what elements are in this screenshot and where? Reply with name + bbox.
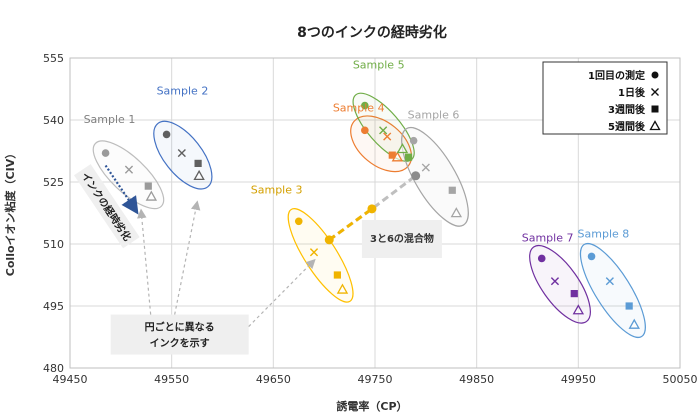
mixture-point (367, 204, 377, 214)
legend-marker-triangle (649, 120, 661, 131)
sample-ellipse-7 (529, 244, 591, 324)
legend-label: 1回目の測定 (588, 69, 645, 82)
point-triangle (628, 318, 640, 329)
circle-note-box (110, 314, 249, 355)
point-x (124, 165, 134, 174)
sample-label: Sample 5 (353, 59, 405, 72)
x-tick-label: 49850 (459, 373, 494, 386)
aging-arrow (104, 164, 139, 215)
sample-label: Sample 1 (84, 113, 136, 126)
point-x (383, 132, 392, 141)
point-x (309, 248, 319, 257)
plot-frame (69, 57, 681, 369)
sample-label: Sample 3 (251, 183, 303, 196)
aging-label-box (74, 164, 140, 249)
point-triangle (145, 190, 158, 201)
point-square (448, 186, 456, 194)
mixture-point (411, 171, 421, 181)
sample-labels: Sample 1 Sample 2 Sample 3 Sample 4 Sample 5… (84, 59, 630, 245)
sample-label: Sample 6 (408, 109, 460, 122)
legend-label: 5週間後 (608, 120, 646, 133)
mixture-label: 3と6の混合物 (370, 232, 434, 245)
legend-label: 1日後 (618, 86, 646, 99)
sample-label: Sample 8 (578, 227, 630, 240)
point-triangle (396, 143, 409, 154)
point-triangle (336, 283, 349, 294)
x-tick-label: 49550 (154, 373, 189, 386)
sample-ellipse-8 (579, 242, 646, 339)
point-x (379, 126, 388, 135)
y-axis-label: Colloイオン粘度（CIV） (3, 148, 17, 276)
point-triangle (572, 304, 585, 315)
point-circle (294, 217, 303, 226)
legend-marker-x (651, 88, 659, 96)
mixture-line-segment (328, 207, 373, 242)
sample-ellipse-2 (153, 120, 213, 190)
circle-note-arrow (174, 200, 201, 315)
sample-ellipse-3 (287, 208, 354, 303)
point-square (625, 302, 633, 310)
x-tick-label: 49950 (561, 373, 596, 386)
circle-note-arrow (137, 208, 152, 315)
point-square (388, 151, 396, 159)
point-triangle (193, 169, 205, 181)
sample-ellipse-1 (92, 140, 165, 210)
mixture-point (324, 235, 334, 245)
point-square (144, 182, 152, 190)
legend-marker-circle (651, 71, 659, 79)
point-triangle (450, 207, 463, 218)
point-circle (162, 130, 171, 139)
y-tick-label: 555 (43, 52, 64, 65)
point-circle (409, 136, 418, 145)
point-circle (587, 252, 596, 261)
x-axis-label: 誘電率（CP） (336, 399, 407, 413)
mixture-label-box (361, 220, 442, 258)
x-tick-label: 50050 (663, 373, 698, 386)
point-x (550, 277, 560, 286)
y-tick-label: 540 (43, 114, 64, 127)
sample-label: Sample 2 (157, 84, 209, 97)
sample-ellipses (92, 92, 646, 339)
point-circle (361, 126, 369, 135)
legend-box (542, 61, 668, 135)
y-tick-label: 480 (43, 362, 64, 375)
point-x (605, 277, 614, 286)
point-square (570, 290, 578, 298)
point-x (421, 163, 430, 172)
y-tick-label: 510 (43, 238, 64, 251)
point-circle (361, 101, 369, 110)
point-triangle (391, 151, 404, 162)
legend: 1回目の測定 1日後 3週間後 5週間後 (542, 61, 668, 135)
sample-ellipse-6 (401, 126, 469, 227)
axes: 49450 49550 49650 49750 49850 49950 50050 480 49… (43, 52, 698, 386)
legend-label: 3週間後 (608, 103, 646, 116)
point-square (194, 159, 202, 167)
circle-note-line2: インクを示す (150, 338, 210, 350)
circle-note-arrow (248, 258, 316, 327)
point-circle (537, 254, 546, 263)
point-square (404, 153, 413, 161)
legend-marker-square (651, 105, 659, 113)
chart-title: 8つのインクの経時劣化 (297, 24, 447, 41)
sample-label: Sample 4 (333, 101, 385, 114)
sample-label: Sample 7 (522, 231, 574, 244)
x-tick-label: 49450 (53, 373, 88, 386)
y-tick-label: 525 (43, 176, 64, 189)
point-x (177, 148, 186, 158)
point-square (333, 271, 341, 279)
circle-note-line1: 円ごとに異なる (145, 321, 215, 334)
y-tick-label: 495 (43, 300, 64, 313)
data-points (101, 101, 640, 329)
x-tick-label: 49650 (256, 373, 291, 386)
point-circle (101, 149, 110, 157)
x-tick-label: 49750 (358, 373, 393, 386)
